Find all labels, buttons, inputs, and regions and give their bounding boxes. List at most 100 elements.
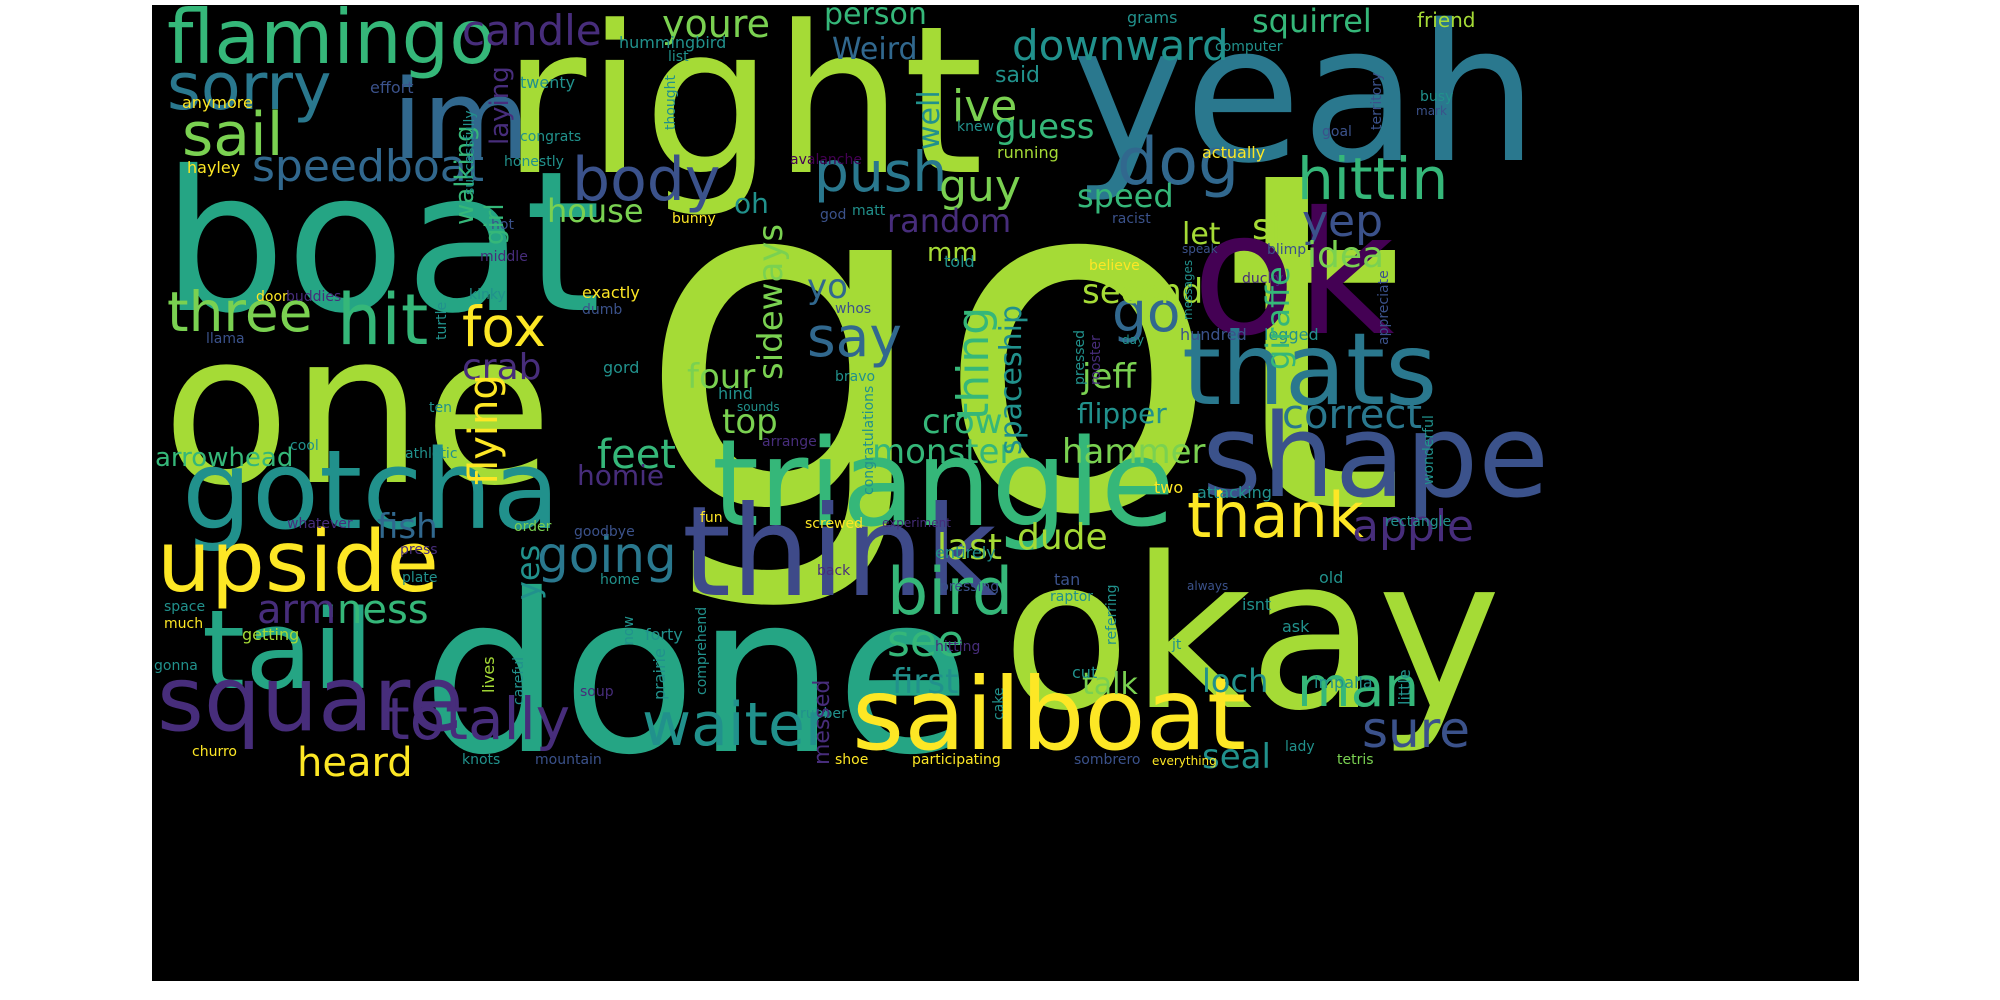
word-hittin: hittin	[1297, 145, 1449, 213]
word-hitting: hitting	[935, 639, 981, 655]
word-got: got	[636, 71, 1407, 618]
word-rubber: rubber	[800, 706, 847, 722]
word-experiment: experiment	[882, 516, 951, 530]
word-thank: thank	[1187, 479, 1364, 552]
word-squirrel: squirrel	[1252, 5, 1372, 40]
word-forty: forty	[645, 625, 683, 644]
word-yeah: yeah	[1072, 5, 1539, 205]
word-kinky: kinky	[469, 287, 506, 303]
word-hot: hot	[491, 217, 514, 233]
word-downward: downward	[1012, 21, 1229, 70]
word-blimp: blimp	[1267, 242, 1307, 258]
word-monster: monster	[872, 432, 1014, 472]
word-attacking: attacking	[1197, 483, 1272, 502]
word-honestly: honestly	[504, 154, 564, 170]
word-lives: lives	[479, 656, 498, 693]
word-jeff: jeff	[1082, 357, 1136, 397]
word-spaceship: spaceship	[994, 304, 1029, 455]
word-correct: correct	[1282, 392, 1423, 438]
word-speedboat: speedboat	[252, 141, 484, 192]
word-giraffe: giraffe	[1259, 266, 1297, 370]
word-guy: guy	[939, 161, 1021, 212]
word-candle: candle	[462, 6, 602, 55]
word-square: square	[157, 647, 464, 752]
word-impalla: impalla	[1314, 673, 1373, 692]
word-twenty: twenty	[520, 73, 576, 92]
word-wonderful: wonderful	[1421, 415, 1437, 485]
word-thought: thought	[663, 74, 679, 130]
word-comprehend: comprehend	[694, 606, 710, 695]
word-hammer: hammer	[1062, 432, 1206, 472]
word-crow: crow	[922, 402, 1003, 442]
word-middle: middle	[480, 249, 528, 265]
word-space: space	[164, 599, 206, 615]
word-flipper: flipper	[1077, 397, 1167, 430]
word-waiter: waiter	[642, 690, 830, 760]
word-actually: actually	[1202, 143, 1266, 162]
word-see: see	[887, 616, 965, 667]
word-always: always	[1187, 579, 1229, 593]
word-sounds: sounds	[737, 400, 780, 414]
word-apple: apple	[1352, 501, 1475, 552]
word-bird: bird	[887, 555, 1014, 630]
word-sir: sir	[1252, 207, 1296, 248]
word-matt: matt	[852, 203, 886, 219]
word-say: say	[807, 305, 902, 369]
word-running: running	[997, 143, 1059, 162]
word-feet: feet	[597, 432, 676, 478]
word-successfully: successfully	[462, 110, 478, 195]
word-computer: computer	[1215, 39, 1283, 55]
word-racist: racist	[1112, 211, 1151, 227]
word-okay: okay	[1002, 512, 1502, 757]
word-careful: careful	[511, 656, 527, 705]
word-two: two	[1154, 478, 1184, 497]
word-house: house	[547, 192, 644, 230]
word-congratulations: congratulations	[861, 385, 877, 495]
word-llama: llama	[206, 331, 245, 347]
word-im: im	[392, 56, 530, 184]
word-athletic: athletic	[405, 446, 458, 462]
word-hundred: hundred	[1180, 325, 1247, 344]
word-fun: fun	[700, 510, 723, 526]
word-little: little	[1395, 669, 1414, 705]
word-told: told	[944, 252, 975, 271]
word-flamingo: flamingo	[167, 5, 496, 81]
word-right: right	[502, 5, 984, 221]
word-home: home	[600, 572, 640, 588]
word-messed: messed	[810, 679, 835, 765]
word-four: four	[687, 357, 756, 397]
word-talk: talk	[1082, 667, 1138, 702]
word-churro: churro	[192, 744, 237, 760]
word-congrats: congrats	[520, 129, 582, 145]
word-hayley: hayley	[187, 158, 241, 177]
word-shoe: shoe	[835, 752, 869, 768]
word-old: old	[1319, 568, 1344, 587]
word-let: let	[1182, 217, 1221, 252]
word-whatever: whatever	[287, 516, 353, 532]
word-goodbye: goodbye	[574, 524, 635, 540]
word-push: push	[814, 140, 948, 204]
word-last: last	[937, 527, 1002, 568]
word-legged: legged	[1264, 325, 1319, 344]
word-plate: plate	[402, 570, 438, 586]
word-press: press	[400, 542, 438, 558]
word-back: back	[817, 563, 851, 579]
word-fox: fox	[462, 295, 546, 359]
word-tan: tan	[1054, 570, 1081, 589]
word-homie: homie	[577, 459, 665, 492]
word-tetris: tetris	[1337, 752, 1374, 768]
word-fish: fish	[377, 507, 438, 547]
word-guess: guess	[995, 107, 1095, 147]
word-screwed: screwed	[805, 516, 864, 532]
word-messages: messages	[1181, 259, 1195, 320]
word-idea: idea	[1307, 235, 1385, 276]
word-hind: hind	[718, 384, 753, 403]
word-yo: yo	[807, 267, 848, 307]
word-anymore: anymore	[182, 93, 253, 112]
word-thing: thing	[948, 306, 999, 420]
word-speak: speak	[1182, 242, 1218, 256]
word-done: done	[422, 547, 972, 803]
word-getting: getting	[242, 625, 300, 644]
word-everything: everything	[1152, 754, 1217, 768]
word-body: body	[572, 145, 721, 215]
